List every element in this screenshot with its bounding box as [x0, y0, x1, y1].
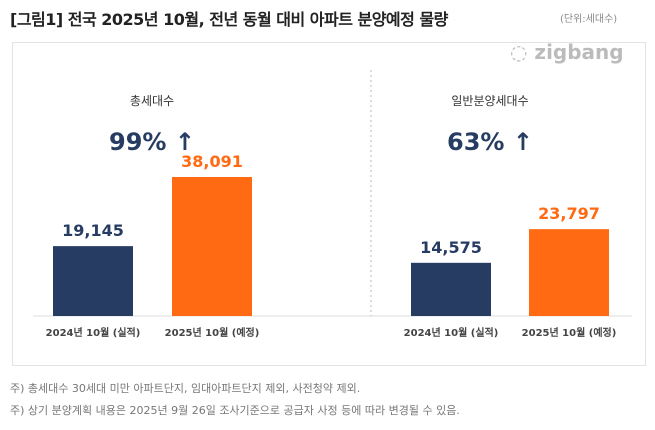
chart-panel: [12, 42, 646, 366]
bar: [172, 177, 252, 316]
chart-title: 총세대수: [130, 94, 174, 108]
change-label: 63% ↑: [447, 128, 533, 156]
change-label: 99% ↑: [109, 128, 195, 156]
data-label: 14,575: [420, 238, 482, 257]
zigbang-logo: ◌ zigbang: [510, 40, 624, 64]
chart-title: 일반분양세대수: [451, 94, 528, 108]
category-label: 2025년 10월 (예정): [165, 326, 260, 339]
category-label: 2025년 10월 (예정): [522, 326, 617, 339]
data-label: 23,797: [538, 204, 600, 223]
footnote-2: 주) 상기 분양계획 내용은 2025년 9월 26일 조사기준으로 공급자 사…: [10, 404, 460, 417]
category-label: 2024년 10월 (실적): [404, 326, 499, 339]
bar: [53, 246, 133, 316]
footnote-1: 주) 총세대수 30세대 미만 아파트단지, 임대아파트단지 제외, 사전청약 …: [10, 382, 361, 395]
category-label: 2024년 10월 (실적): [46, 326, 141, 339]
unit-label: (단위:세대수): [560, 14, 618, 25]
figure-title: [그림1] 전국 2025년 10월, 전년 동월 대비 아파트 분양예정 물량: [10, 10, 448, 29]
logo-icon: ◌: [510, 40, 528, 64]
data-label: 19,145: [62, 221, 124, 240]
bar: [529, 229, 609, 316]
bar: [411, 262, 491, 316]
data-label: 38,091: [181, 152, 243, 171]
